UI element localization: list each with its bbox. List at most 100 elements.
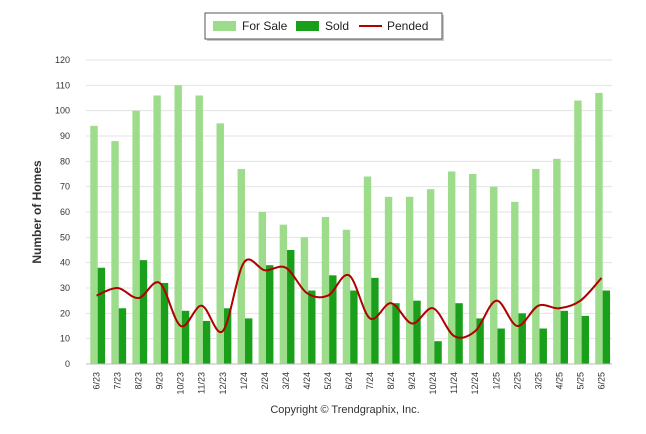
- y-tick-label: 50: [60, 232, 70, 242]
- bar-for-sale: [363, 176, 372, 364]
- bar-for-sale: [279, 224, 288, 364]
- y-tick-label: 0: [65, 359, 70, 369]
- x-tick-label: 6/25: [596, 372, 606, 390]
- bar-for-sale: [384, 196, 393, 364]
- x-tick-label: 11/24: [449, 372, 459, 394]
- x-tick-label: 4/25: [554, 372, 564, 390]
- legend-box: [204, 12, 443, 40]
- legend: For Sale Sold Pended: [204, 12, 444, 41]
- legend-label-sold: Sold: [325, 19, 349, 33]
- bar-sold: [476, 318, 484, 364]
- y-tick-label: 60: [60, 207, 70, 217]
- bar-for-sale: [90, 125, 98, 364]
- legend-swatch-for-sale: [213, 21, 236, 31]
- bar-sold: [434, 341, 442, 364]
- bar-for-sale: [426, 189, 435, 364]
- bar-sold: [455, 303, 463, 364]
- x-tick-label: 12/23: [218, 372, 228, 395]
- bar-for-sale: [153, 95, 161, 364]
- x-tick-label: 7/24: [365, 372, 375, 390]
- bar-sold: [560, 310, 568, 364]
- bar-sold: [181, 310, 190, 364]
- bar-for-sale: [469, 174, 477, 364]
- y-tick-label: 100: [55, 106, 70, 116]
- bar-for-sale: [321, 217, 330, 364]
- bar-for-sale: [405, 196, 414, 364]
- x-tick-label: 10/24: [428, 372, 438, 395]
- y-tick-label: 10: [60, 334, 70, 344]
- y-axis-label: Number of Homes: [30, 160, 44, 264]
- bar-sold: [266, 265, 274, 364]
- y-tick-label: 90: [60, 131, 70, 141]
- bar-for-sale: [532, 168, 540, 364]
- axis-layer: 0 10 20 30 40 50 60 70 80 90 100 110 120 6/23 7/23 8/23…: [55, 55, 612, 395]
- y-tick-label: 120: [55, 55, 70, 65]
- x-tick-label: 5/25: [575, 372, 585, 390]
- legend-label-for-sale: For Sale: [242, 19, 288, 33]
- bar-for-sale: [553, 158, 561, 364]
- x-tick-label: 10/23: [176, 372, 186, 395]
- y-tick-label: 80: [60, 156, 70, 166]
- x-tick-label: 12/24: [470, 372, 480, 395]
- pended-line: [96, 258, 603, 339]
- bar-sold: [308, 290, 316, 364]
- bar-for-sale: [195, 95, 203, 364]
- copyright-caption: Copyright © Trendgraphix, Inc.: [270, 404, 419, 416]
- y-tick-label: 20: [60, 308, 70, 318]
- y-tick-label: 70: [60, 182, 70, 192]
- bar-sold: [287, 250, 295, 364]
- x-tick-label: 8/23: [134, 372, 144, 390]
- bar-for-sale: [342, 229, 351, 364]
- bar-sold: [223, 308, 232, 364]
- bar-sold: [602, 290, 611, 364]
- x-tick-label: 3/25: [533, 372, 543, 390]
- line-layer: [96, 258, 603, 339]
- x-tick-label: 6/23: [92, 372, 102, 390]
- x-tick-label: 5/24: [323, 372, 333, 390]
- bar-for-sale: [511, 201, 519, 364]
- bar-for-sale: [111, 141, 119, 364]
- bar-sold: [139, 260, 148, 364]
- bar-for-sale: [216, 123, 224, 364]
- y-tick-label: 40: [60, 258, 70, 268]
- bar-for-sale: [132, 110, 140, 365]
- bar-for-sale: [447, 171, 456, 364]
- x-tick-label: 2/25: [512, 372, 522, 390]
- x-tick-label: 9/24: [407, 372, 417, 390]
- bar-sold: [371, 277, 379, 364]
- x-tick-label: 8/24: [386, 372, 396, 390]
- x-tick-label: 4/24: [302, 372, 312, 390]
- x-tick-label: 2/24: [260, 372, 270, 390]
- bar-for-sale: [174, 85, 182, 364]
- bar-sold: [518, 313, 526, 364]
- x-tick-label: 1/25: [491, 372, 501, 390]
- x-tick-label: 9/23: [155, 372, 165, 390]
- bar-sold: [160, 282, 169, 364]
- bar-sold: [581, 315, 590, 364]
- y-tick-label: 110: [56, 80, 70, 90]
- bar-sold: [202, 320, 211, 364]
- bar-sold: [350, 290, 358, 364]
- bar-sold: [329, 275, 337, 364]
- x-tick-label: 6/24: [344, 372, 354, 390]
- x-tick-label: 11/23: [197, 372, 207, 394]
- bar-for-sale: [574, 100, 582, 365]
- bar-sold: [97, 267, 106, 364]
- bar-for-sale: [595, 92, 603, 364]
- bar-for-sale: [300, 237, 309, 364]
- bar-sold: [497, 328, 505, 364]
- legend-label-pended: Pended: [387, 19, 428, 33]
- bar-sold: [118, 308, 127, 364]
- bar-sold: [392, 303, 400, 364]
- bar-sold: [244, 318, 253, 364]
- legend-swatch-sold: [296, 21, 319, 31]
- x-tick-label: 1/24: [239, 372, 249, 390]
- y-tick-label: 30: [60, 283, 70, 293]
- bar-sold: [539, 328, 547, 364]
- bar-for-sale: [258, 212, 267, 364]
- x-tick-label: 7/23: [113, 372, 123, 390]
- x-tick-label: 3/24: [281, 372, 291, 390]
- bars-layer: [90, 85, 611, 365]
